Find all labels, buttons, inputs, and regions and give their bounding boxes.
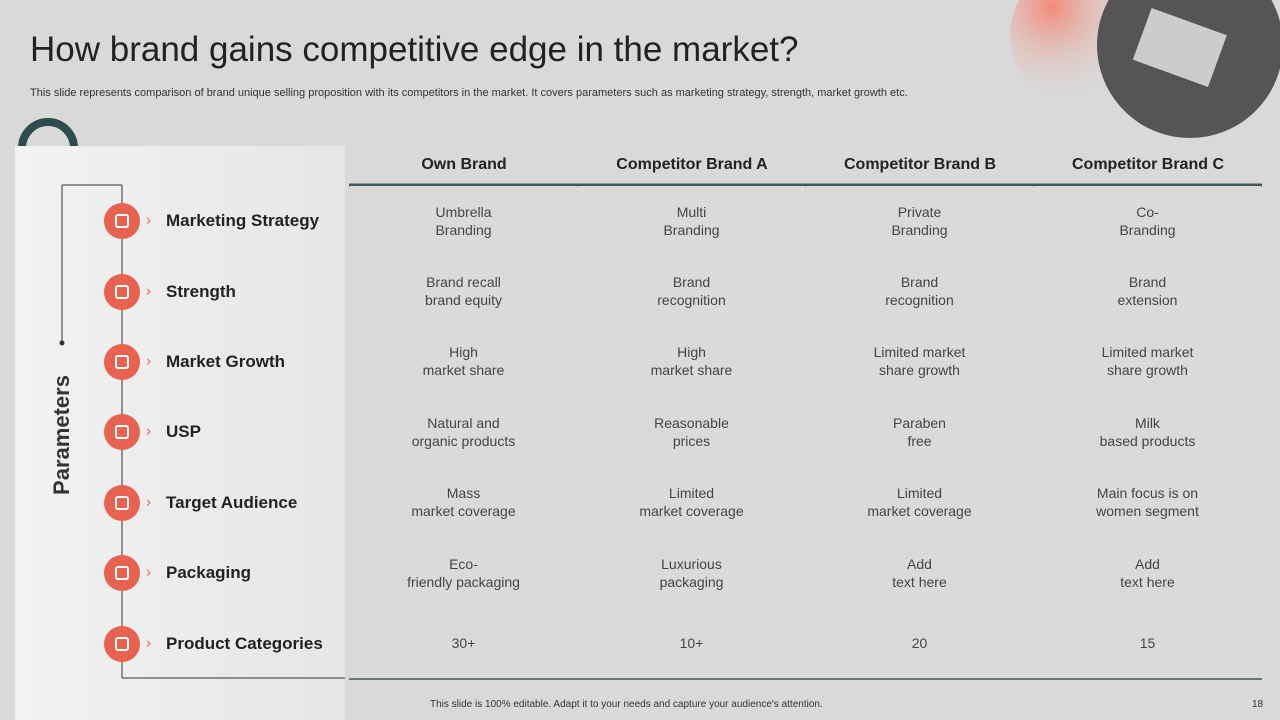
table-cell: Multi Branding: [578, 186, 805, 255]
table-cell: Limited market share growth: [1034, 326, 1261, 396]
table-cell: Paraben free: [806, 397, 1033, 467]
row-icon: [104, 414, 140, 451]
table-cell: Add text here: [1034, 538, 1261, 607]
chevron: ›: [146, 352, 151, 370]
table-cell: Limited market coverage: [578, 467, 805, 537]
table-cell: Private Branding: [806, 186, 1033, 255]
row-label: Target Audience: [166, 492, 298, 512]
chevron: ›: [146, 423, 151, 441]
laptop: [1132, 7, 1227, 87]
row-label: Product Categories: [166, 633, 323, 653]
table-cell: Umbrella Branding: [350, 186, 577, 255]
bracket-dot: [59, 340, 65, 346]
table-cell: High market share: [578, 326, 805, 396]
parameter-panel: [15, 146, 345, 720]
parameters-label: Parameters: [49, 375, 74, 495]
table-cell: 15: [1034, 608, 1261, 678]
row-label: Market Growth: [166, 352, 286, 371]
table-cell: Mass market coverage: [350, 467, 577, 537]
column-header: Own Brand: [421, 156, 507, 173]
title: How brand gains competitive edge in the …: [30, 30, 799, 69]
table-cell: Eco- friendly packaging: [350, 538, 577, 607]
row-label: USP: [166, 422, 201, 442]
table-cell: Brand recognition: [806, 256, 1033, 326]
row-icon: [104, 203, 140, 240]
table-cell: Milk based products: [1034, 397, 1261, 467]
row-icon: [104, 484, 140, 521]
chevron: ›: [146, 493, 151, 511]
footer-note: This slide is 100% editable. Adapt it to…: [430, 699, 823, 710]
table-cell: Add text here: [806, 538, 1033, 607]
subtitle: This slide represents comparison of bran…: [30, 87, 908, 99]
chevron: ›: [146, 634, 151, 652]
table-cell: Limited market coverage: [806, 467, 1033, 537]
table-cell: Brand recall brand equity: [350, 256, 577, 326]
chevron: ›: [146, 282, 151, 300]
page-number: 18: [1252, 699, 1264, 710]
row-icon: [104, 625, 140, 662]
table-cell: Limited market share growth: [806, 326, 1033, 396]
table-cell: Brand extension: [1034, 256, 1261, 326]
column-header: Competitor Brand A: [616, 156, 768, 173]
column-header: Competitor Brand B: [844, 156, 996, 173]
table-cell: 20: [806, 608, 1033, 678]
table-cell: Main focus is on women segment: [1034, 467, 1261, 537]
table-cell: Luxurious packaging: [578, 538, 805, 607]
row-icon: [104, 555, 140, 592]
table-cell: Reasonable prices: [578, 397, 805, 467]
chevron: ›: [146, 563, 151, 581]
row-label: Marketing Strategy: [166, 211, 320, 231]
row-icon: [104, 273, 140, 310]
row-icon: [104, 344, 140, 380]
table-cell: 30+: [350, 608, 577, 678]
row-label: Strength: [166, 281, 236, 301]
table-cell: High market share: [350, 326, 577, 396]
arc: [18, 118, 78, 149]
row-label: Packaging: [166, 563, 252, 583]
table-cell: Natural and organic products: [350, 397, 577, 467]
table-cell: 10+: [578, 608, 805, 678]
table-cell: Brand recognition: [578, 256, 805, 326]
chevron: ›: [146, 211, 151, 229]
table-cell: Co- Branding: [1034, 186, 1261, 255]
column-header: Competitor Brand C: [1072, 156, 1224, 173]
